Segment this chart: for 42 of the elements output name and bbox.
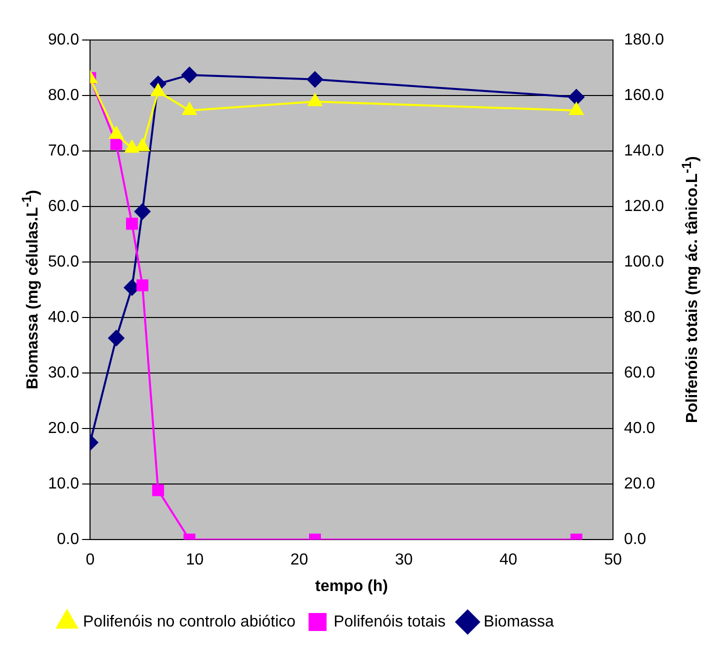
point [308, 94, 322, 106]
x-tick-label: 50 [604, 552, 622, 569]
y-tick-label: 10.0 [48, 475, 80, 492]
x-tick-label: 0 [86, 552, 95, 569]
x-tick-label: 40 [500, 552, 518, 569]
y2-tick-label: 0.0 [624, 531, 646, 548]
x-tick-label: 10 [186, 552, 204, 569]
y-tick-label: 40.0 [48, 308, 80, 326]
point [108, 330, 124, 346]
y2-tick-label: 120.0 [624, 198, 664, 215]
x-tick-label: 30 [394, 552, 413, 569]
legend-label: Polifenóis totais [334, 613, 446, 630]
y2-tick-label: 20.0 [624, 475, 656, 492]
legend-label: Polifenóis no controlo abiótico [83, 613, 296, 630]
y-tick-label: 0.0 [56, 531, 80, 548]
y-tick-label: 60.0 [48, 198, 80, 215]
y-tick-label: 30.0 [48, 364, 80, 382]
point [109, 126, 124, 139]
x-axis-title: tempo (h) [315, 578, 388, 595]
y2-tick-label: 100.0 [624, 253, 664, 270]
y-tick-label: 70.0 [48, 142, 80, 160]
point [568, 89, 584, 106]
y2-tick-label: 180.0 [624, 31, 664, 48]
y2-tick-label: 40.0 [624, 420, 656, 437]
point [124, 140, 140, 153]
y2-tick-label: 60.0 [624, 364, 656, 382]
y2-tick-label: 80.0 [624, 308, 656, 326]
point [151, 84, 166, 96]
y-tick-label: 90.0 [48, 31, 80, 48]
point [569, 102, 584, 115]
point [181, 66, 198, 83]
y-tick-label: 20.0 [48, 420, 80, 437]
x-tick-label: 20 [290, 552, 308, 569]
legend-label: Biomassa [484, 613, 554, 630]
y2-tick-label: 140.0 [624, 142, 664, 160]
y-tick-label: 50.0 [48, 253, 80, 270]
point [306, 71, 323, 88]
point [182, 102, 197, 115]
point [135, 138, 150, 152]
y2-tick-label: 160.0 [624, 86, 664, 104]
point [134, 204, 150, 220]
y-tick-label: 80.0 [48, 86, 80, 104]
